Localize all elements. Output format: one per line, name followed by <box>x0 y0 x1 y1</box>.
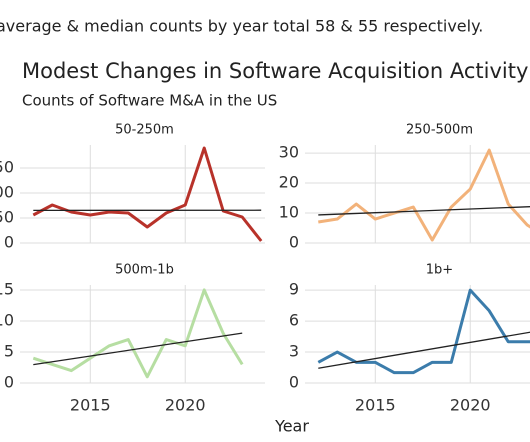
panel-title: 500m-1b <box>115 263 174 278</box>
y-tick-label: 0 <box>4 233 14 252</box>
y-tick-label: 100 <box>0 183 14 202</box>
trend-line <box>33 332 243 366</box>
data-line <box>318 148 530 242</box>
panel-title: 50-250m <box>115 123 174 138</box>
trend-line <box>318 331 530 369</box>
x-axis-label: Year <box>274 417 309 436</box>
x-tick-label: 2020 <box>450 396 491 415</box>
data-line <box>32 288 244 379</box>
chart-title: Modest Changes in Software Acquisition A… <box>22 59 528 83</box>
y-tick-label: 0 <box>289 233 299 252</box>
y-tick-label: 3 <box>289 342 299 361</box>
y-tick-label: 30 <box>279 143 299 162</box>
x-tick-label: 2015 <box>70 396 111 415</box>
y-tick-label: 6 <box>289 311 299 330</box>
y-tick-label: 20 <box>279 173 299 192</box>
note: average & median counts by year total 58… <box>0 17 483 36</box>
y-tick-label: 5 <box>4 341 14 360</box>
x-tick-label: 2020 <box>165 396 206 415</box>
data-line <box>32 146 263 242</box>
trend-line <box>318 206 530 216</box>
y-tick-label: 15 <box>0 279 14 298</box>
y-tick-label: 10 <box>0 310 14 329</box>
data-line <box>317 288 530 375</box>
panel-title: 250-500m <box>406 123 473 138</box>
y-tick-label: 150 <box>0 158 14 177</box>
panel-title: 1b+ <box>426 263 453 278</box>
y-tick-label: 9 <box>289 280 299 299</box>
y-tick-label: 0 <box>289 373 299 392</box>
y-tick-label: 0 <box>4 373 14 392</box>
y-tick-label: 50 <box>0 208 14 227</box>
y-tick-label: 10 <box>279 203 299 222</box>
chart-subtitle: Counts of Software M&A in the US <box>22 92 277 110</box>
x-tick-label: 2015 <box>355 396 396 415</box>
